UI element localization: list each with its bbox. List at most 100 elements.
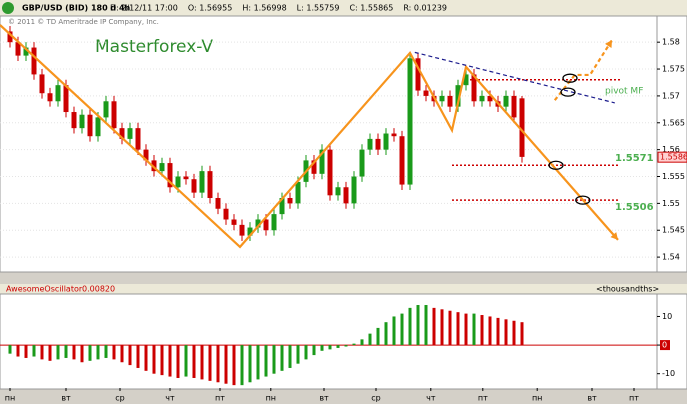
bar — [248, 345, 252, 383]
bar — [368, 333, 372, 346]
level-label: 1.5571 — [615, 153, 654, 164]
bar — [512, 320, 516, 346]
candle-body — [183, 176, 189, 180]
y-tick-label: -10 — [662, 369, 675, 378]
bar — [320, 345, 324, 351]
bar — [32, 345, 36, 357]
candle-body — [31, 47, 37, 75]
candle-body — [95, 117, 101, 137]
candle-body — [319, 149, 325, 174]
bar — [72, 345, 76, 360]
bar — [384, 322, 388, 346]
info: D: 2/12/11 17:00 — [110, 4, 178, 13]
price-axis — [656, 15, 687, 273]
bar — [336, 345, 340, 348]
candle-body — [247, 227, 253, 236]
bar — [400, 313, 404, 346]
bar — [472, 313, 476, 346]
candle-body — [231, 219, 237, 225]
osc-value: 0 — [110, 285, 115, 294]
bar — [96, 345, 100, 360]
copyright: © 2011 © TD Ameritrade IP Company, Inc. — [8, 18, 159, 26]
candle-body — [151, 160, 157, 172]
candle-body — [335, 187, 341, 196]
bar — [440, 309, 444, 346]
x-tick-label: пн — [532, 394, 542, 403]
bar — [136, 345, 140, 368]
trend-line — [553, 39, 613, 101]
chart-title: GBP/USD (BID) 180 d 4h — [22, 4, 131, 13]
candle-body — [223, 208, 229, 220]
candle-body — [383, 133, 389, 150]
bar — [200, 345, 204, 380]
candle-body — [399, 136, 405, 185]
info: R: 0.01239 — [403, 4, 447, 13]
bar — [304, 345, 308, 360]
candle-body — [175, 176, 181, 188]
bar — [16, 345, 20, 357]
bar — [40, 345, 44, 360]
arrow-head — [605, 40, 612, 49]
bar — [160, 345, 164, 376]
marker — [562, 73, 578, 83]
candle-body — [311, 160, 317, 174]
osc-panel — [0, 293, 658, 390]
arrow-head — [610, 232, 618, 240]
candle-body — [511, 95, 517, 118]
x-tick-label: пн — [5, 394, 15, 403]
bar — [488, 316, 492, 346]
candle-body — [415, 58, 421, 91]
candle-body — [103, 101, 109, 118]
bar — [416, 305, 420, 346]
candle-body — [7, 31, 13, 43]
bar — [144, 345, 148, 371]
candle-body — [519, 98, 525, 157]
bar — [184, 345, 188, 377]
candle-body — [63, 85, 69, 113]
x-tick-label: ср — [371, 394, 380, 403]
bar — [24, 345, 28, 358]
bar — [88, 345, 92, 361]
candle-body — [295, 181, 301, 204]
candle-body — [143, 149, 149, 161]
marker — [560, 87, 576, 97]
candle-body — [455, 85, 461, 107]
candle-body — [207, 171, 213, 198]
candle-body — [127, 128, 133, 139]
y-tick-label: 1.57 — [662, 91, 680, 100]
candle-body — [55, 85, 61, 102]
bar — [208, 345, 212, 381]
candle-body — [471, 74, 477, 102]
y-tick-label: 1.575 — [662, 65, 685, 74]
y-tick-label: 10 — [662, 312, 672, 321]
bar — [312, 345, 316, 356]
candle-body — [215, 198, 221, 209]
candle-body — [199, 171, 205, 193]
candle-body — [343, 187, 349, 204]
bar — [456, 312, 460, 346]
level-label: 1.5506 — [615, 202, 654, 213]
bar — [520, 322, 524, 346]
candle-body — [39, 74, 45, 94]
x-tick-label: пт — [478, 394, 488, 403]
osc-header — [0, 284, 687, 294]
header-bar — [0, 0, 687, 16]
bar — [104, 345, 108, 358]
bar — [504, 319, 508, 346]
bar — [360, 339, 364, 346]
osc-title: AwesomeOscillator — [6, 285, 83, 294]
bar — [216, 345, 220, 383]
x-tick-label: пн — [266, 394, 276, 403]
annotation: pivot MF — [605, 87, 643, 97]
x-tick-label: ср — [115, 394, 124, 403]
bar — [328, 345, 332, 350]
bar — [448, 310, 452, 346]
bar — [432, 307, 436, 346]
bar — [296, 345, 300, 364]
bar — [256, 345, 260, 380]
bar — [152, 345, 156, 374]
candle-body — [487, 95, 493, 102]
candle-body — [463, 74, 469, 86]
bar — [392, 316, 396, 346]
